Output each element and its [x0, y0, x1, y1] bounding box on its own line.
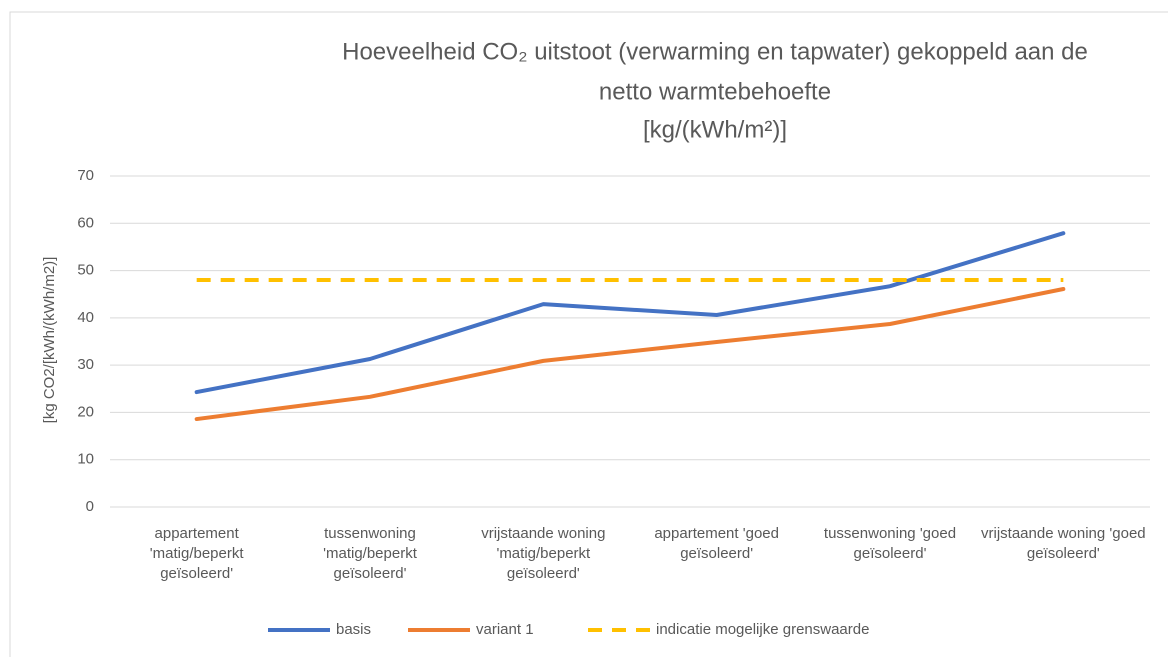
- legend-label: indicatie mogelijke grenswaarde: [656, 621, 869, 638]
- y-tick-label: 10: [77, 451, 94, 468]
- y-tick-label: 60: [77, 214, 94, 231]
- y-tick-label: 30: [77, 356, 94, 373]
- series-line: [194, 231, 1066, 395]
- x-tick-label: appartement 'goed geïsoleerd': [654, 525, 779, 562]
- chart-title: Hoeveelheid CO₂ uitstoot (verwarming en …: [342, 38, 1088, 65]
- y-tick-label: 50: [77, 262, 94, 279]
- y-tick-label: 0: [86, 498, 94, 515]
- chart-title: netto warmtebehoefte: [599, 78, 831, 105]
- x-tick-label: vrijstaande woning 'goed geïsoleerd': [981, 525, 1146, 562]
- y-tick-label: 20: [77, 403, 94, 420]
- legend-label: variant 1: [476, 621, 534, 638]
- x-tick-label: appartement 'matig/beperkt geïsoleerd': [149, 525, 244, 582]
- x-tick-label: tussenwoning 'matig/beperkt geïsoleerd': [323, 525, 417, 582]
- y-axis-label: [kg CO2/[kWh/(kWh/m2)]: [41, 257, 58, 424]
- x-tick-label: tussenwoning 'goed geïsoleerd': [823, 525, 957, 562]
- series-line: [194, 287, 1066, 422]
- chart-border: [9, 11, 1168, 657]
- chart-title: [kg/(kWh/m²)]: [643, 116, 787, 143]
- y-tick-label: 70: [77, 167, 94, 184]
- y-tick-label: 40: [77, 309, 94, 326]
- legend-label: basis: [336, 621, 371, 638]
- x-tick-label: vrijstaande woning 'matig/beperkt geïsol…: [481, 525, 606, 582]
